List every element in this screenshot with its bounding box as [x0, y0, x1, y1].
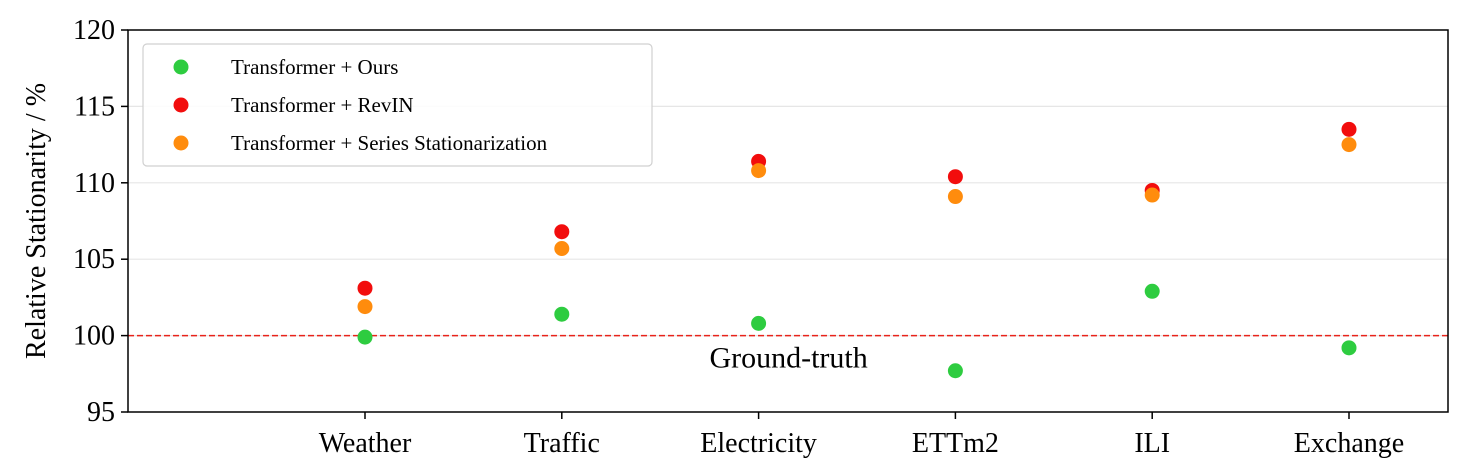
legend-marker	[173, 97, 189, 113]
y-tick-label: 100	[73, 321, 115, 352]
x-tick-label: Weather	[319, 428, 412, 459]
legend-entry-label: Transformer + Ours	[231, 55, 398, 79]
y-tick-label: 105	[73, 244, 115, 275]
x-tick-label: ILI	[1134, 428, 1170, 459]
annotations: Ground-truth	[709, 341, 867, 374]
x-tick-label: Exchange	[1294, 428, 1404, 459]
y-tick-label: 95	[87, 397, 115, 428]
data-points	[357, 121, 1357, 379]
data-point	[947, 189, 963, 205]
data-point	[357, 280, 373, 296]
data-point	[1341, 137, 1357, 153]
data-point	[554, 224, 570, 240]
data-point	[947, 169, 963, 185]
legend-entry-label: Transformer + Series Stationarization	[231, 131, 548, 155]
data-point	[1341, 340, 1357, 356]
data-point	[947, 363, 963, 379]
data-point	[751, 315, 767, 331]
data-point	[1144, 283, 1160, 299]
y-tick-label: 115	[74, 91, 115, 122]
y-axis-label: Relative Stationarity / %	[21, 83, 52, 359]
data-point	[554, 306, 570, 322]
x-tick-label: ETTm2	[912, 428, 999, 459]
y-tick-label: 110	[74, 168, 115, 199]
x-tick-label: Traffic	[524, 428, 600, 459]
legend-entry-label: Transformer + RevIN	[231, 93, 414, 117]
x-tick-label: Electricity	[700, 428, 817, 459]
y-tick-label: 120	[73, 15, 115, 46]
data-point	[1341, 121, 1357, 137]
plot-area-frame	[127, 29, 1449, 413]
legend: Transformer + Ours Transformer + RevIN Tra…	[142, 43, 653, 167]
legend-marker	[173, 135, 189, 151]
data-point	[751, 163, 767, 179]
data-point	[357, 329, 373, 345]
data-point	[554, 241, 570, 257]
x-axis-ticks: Weather Traffic Electricity ETTm2 ILI Exchang…	[319, 412, 1404, 459]
data-point	[357, 299, 373, 315]
legend-marker	[173, 59, 189, 75]
ground-truth-annotation: Ground-truth	[709, 341, 867, 374]
legend-box	[142, 43, 653, 167]
data-point	[1144, 187, 1160, 203]
y-axis-ticks: 95 100 105 110 115 120	[73, 15, 128, 428]
